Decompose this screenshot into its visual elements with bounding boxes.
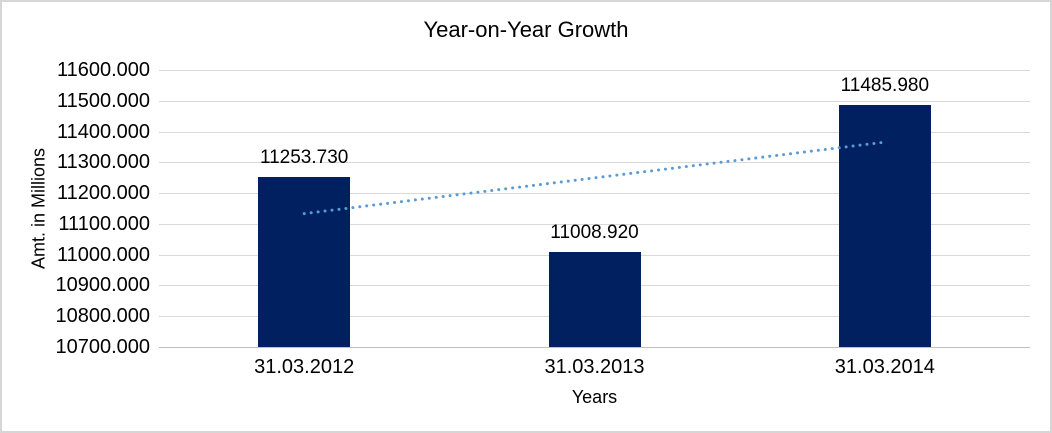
y-tick-label: 10900.000 [55, 274, 150, 297]
gridline [159, 223, 1030, 225]
bar [258, 176, 351, 347]
trendline [302, 140, 887, 216]
bar-value-label: 11485.980 [840, 75, 930, 97]
gridline [159, 131, 1030, 133]
y-tick-label: 11300.000 [56, 151, 150, 174]
gridline [159, 193, 1030, 195]
x-category-label: 31.03.2012 [254, 356, 355, 378]
y-tick-label: 11600.000 [56, 59, 150, 81]
x-axis-line [159, 347, 1030, 348]
y-tick-label: 11200.000 [56, 182, 150, 205]
gridline [159, 70, 1030, 71]
plot-area: 11253.730 11008.920 11485.980 [159, 70, 1030, 348]
gridline [159, 100, 1030, 102]
y-tick-label: 11400.000 [56, 120, 150, 143]
x-axis: 31.03.2012 31.03.2013 31.03.2014 [159, 357, 1030, 379]
trendline-layer [302, 140, 887, 216]
bar-value-label: 11008.920 [550, 221, 639, 243]
y-tick-label: 11500.000 [56, 89, 150, 112]
gridline [159, 162, 1030, 164]
bar-value-label: 11253.730 [259, 146, 349, 168]
x-category-label: 31.03.2014 [834, 356, 935, 378]
y-tick-label: 10800.000 [55, 305, 150, 328]
x-axis-title: Years [571, 387, 618, 407]
y-axis: 11600.000 11500.000 11400.000 11300.000 1120… [2, 60, 150, 357]
chart-title: Year-on-Year Growth [423, 17, 629, 42]
y-tick-label: 11000.000 [56, 243, 150, 266]
y-tick-label: 11100.000 [58, 212, 150, 235]
bar [548, 251, 641, 347]
x-category-label: 31.03.2013 [544, 356, 645, 378]
y-tick-label: 10700.000 [55, 336, 150, 358]
